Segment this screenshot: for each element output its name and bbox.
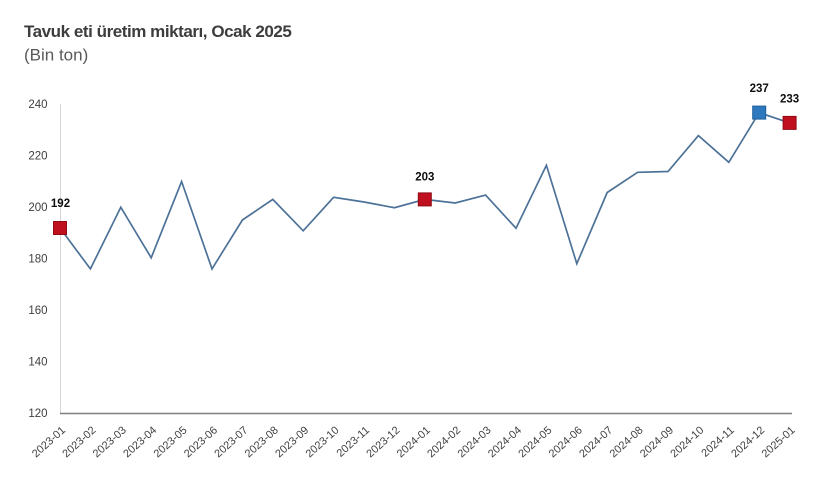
svg-text:192: 192 [51,198,70,210]
svg-text:160: 160 [28,305,47,317]
svg-text:120: 120 [28,408,47,420]
svg-text:2025-01: 2025-01 [760,424,798,460]
svg-text:2024-10: 2024-10 [668,424,706,460]
svg-text:2023-10: 2023-10 [304,424,342,460]
svg-text:200: 200 [28,202,47,214]
svg-text:180: 180 [28,254,47,266]
svg-text:140: 140 [28,357,47,369]
svg-text:220: 220 [28,151,47,163]
svg-text:237: 237 [750,83,769,95]
svg-text:(Bin ton): (Bin ton) [24,46,88,65]
svg-text:Tavuk eti üretim miktarı, Ocak: Tavuk eti üretim miktarı, Ocak 2025 [24,22,291,41]
svg-text:240: 240 [28,99,47,111]
svg-text:203: 203 [415,172,434,184]
svg-text:233: 233 [780,94,799,106]
